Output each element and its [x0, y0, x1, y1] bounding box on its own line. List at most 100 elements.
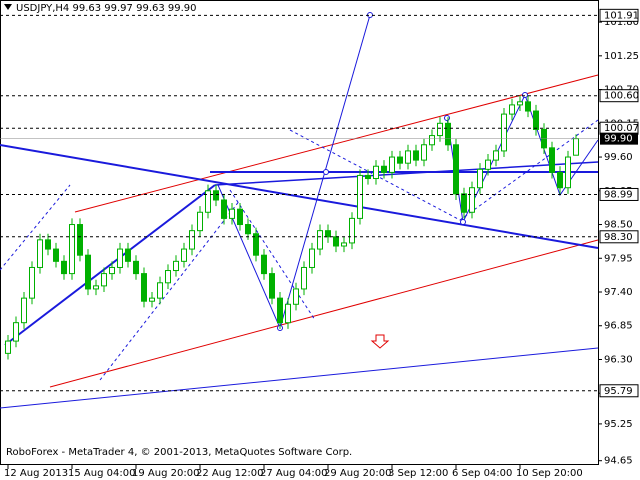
candle-body — [21, 297, 27, 324]
candle-body — [341, 242, 347, 247]
candle-body — [501, 113, 507, 152]
candle-body — [405, 150, 411, 164]
price-label: 99.90 — [604, 134, 633, 145]
candle-body — [445, 122, 451, 146]
candle-body — [333, 236, 339, 247]
y-tick-label: 101.80 — [604, 17, 639, 28]
candle-body — [157, 282, 163, 299]
candle-body — [373, 165, 379, 180]
candle-body — [133, 260, 139, 275]
candle-body — [45, 239, 51, 250]
price-label-box — [600, 132, 638, 145]
candle-body — [309, 248, 315, 268]
level-label-box — [599, 384, 639, 398]
candle-body — [485, 159, 491, 170]
y-tick-label: 97.95 — [604, 253, 633, 264]
level-label-box — [599, 230, 639, 244]
x-tick-label: 29 Aug 20:00 — [324, 468, 391, 479]
candle-body — [101, 273, 107, 287]
candle-body — [277, 297, 283, 324]
candle-body — [397, 156, 403, 164]
point — [323, 169, 329, 175]
y-tick-label: 98.50 — [604, 220, 633, 231]
candle-body — [509, 104, 515, 115]
candle-body — [381, 165, 387, 173]
candle-body — [389, 156, 395, 173]
x-tick-label: 27 Aug 04:00 — [260, 468, 327, 479]
candle-body — [165, 270, 171, 284]
candle-body — [493, 150, 499, 161]
candle-body — [229, 208, 235, 219]
candle-body — [437, 122, 443, 137]
candle-body — [357, 174, 363, 219]
candle-body — [453, 144, 459, 195]
level-label-box — [599, 8, 639, 22]
candle-body — [149, 297, 155, 302]
level-label-box — [599, 89, 639, 103]
level-label: 98.30 — [604, 232, 633, 243]
level-label-box — [599, 187, 639, 201]
candle-body — [517, 101, 523, 106]
candle-body — [285, 303, 291, 324]
dashed-line — [0, 184, 71, 271]
candle-body — [37, 239, 43, 268]
trend-line — [0, 144, 599, 249]
candle-body — [245, 224, 251, 235]
candle-body — [461, 193, 467, 213]
down-arrow — [370, 334, 390, 349]
y-tick-label: 95.25 — [604, 419, 633, 430]
x-tick-label: 19 Aug 20:00 — [132, 468, 199, 479]
candle-body — [253, 233, 259, 256]
candle-body — [173, 260, 179, 272]
candle-body — [573, 138, 579, 156]
candle-body — [325, 230, 331, 238]
candle-body — [477, 168, 483, 189]
trend-line — [4, 184, 216, 346]
candle-body — [189, 230, 195, 250]
x-tick-label: 22 Aug 12:00 — [196, 468, 263, 479]
point — [444, 115, 450, 121]
candle-body — [269, 273, 275, 299]
candle-body — [117, 248, 123, 268]
x-tick-label: 12 Aug 2013 — [4, 468, 68, 479]
channel-line — [74, 74, 599, 213]
level-label: 100.07 — [604, 123, 639, 134]
x-tick-label: 10 Sep 20:00 — [516, 468, 583, 479]
y-tick-label: 101.25 — [604, 51, 639, 62]
candle-body — [237, 208, 243, 226]
candle-body — [301, 266, 307, 290]
chart-title: USDJPY,H4 99.63 99.97 99.63 99.90 — [16, 3, 197, 14]
candle-body — [261, 254, 267, 275]
y-tick-label: 99.60 — [604, 152, 633, 163]
candle-body — [197, 211, 203, 232]
y-tick-label: 94.65 — [604, 456, 633, 467]
plot-frame — [0, 0, 599, 465]
candle-body — [77, 224, 83, 256]
candle-body — [93, 285, 99, 290]
trend-line — [0, 347, 599, 409]
candle-body — [221, 199, 227, 219]
level-label: 101.91 — [604, 10, 639, 21]
y-tick-label: 96.30 — [604, 354, 633, 365]
candle-body — [365, 174, 371, 180]
level-label: 98.99 — [604, 189, 633, 200]
point — [522, 92, 528, 98]
candle-body — [525, 101, 531, 112]
candle-body — [213, 190, 219, 201]
point — [460, 219, 466, 225]
channel-line — [49, 239, 599, 388]
level-label: 95.79 — [604, 386, 633, 397]
analysis-lines — [0, 12, 599, 409]
candle-body — [469, 187, 475, 213]
x-tick-label: 3 Sep 12:00 — [388, 468, 448, 479]
candle-body — [317, 230, 323, 250]
candle-body — [349, 217, 355, 244]
candle-body — [421, 144, 427, 161]
candle-body — [29, 266, 35, 299]
y-tick-label: 97.40 — [604, 287, 633, 298]
candle-body — [53, 248, 59, 262]
candle-body — [61, 260, 67, 275]
candle-body — [109, 266, 115, 275]
candle-body — [557, 171, 563, 189]
